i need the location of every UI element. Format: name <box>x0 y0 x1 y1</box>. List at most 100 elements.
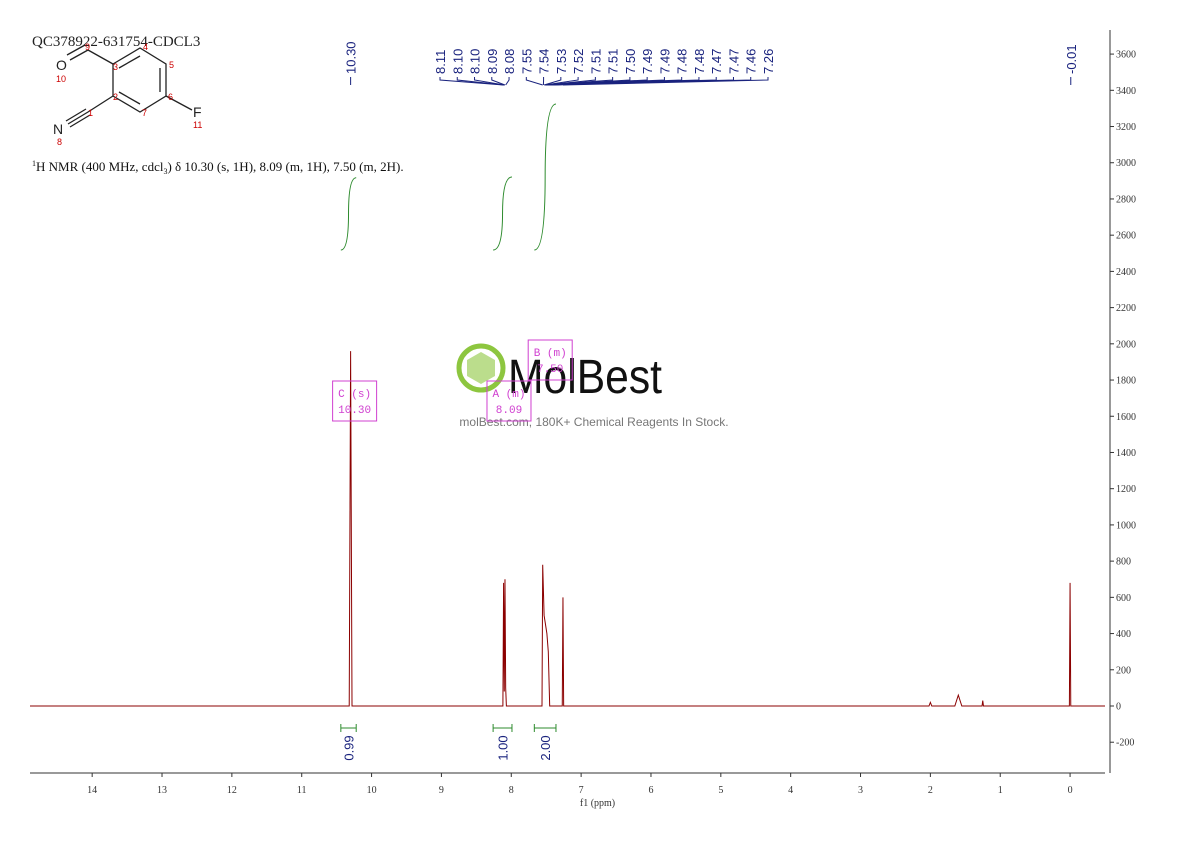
peak-label: -0.01 <box>1064 44 1079 74</box>
y-tick-label: 2200 <box>1116 303 1136 314</box>
atom-index: 11 <box>193 120 202 130</box>
peak-label: 10.30 <box>344 41 359 74</box>
plot: 14 13 12 11 10 9 8 7 6 5 4 3 2 1 0f1 (ppm)-20002004006… <box>30 30 1136 809</box>
nitrile-bond <box>65 95 114 128</box>
y-tick-label: 1600 <box>1116 412 1136 423</box>
peak-connector <box>474 77 505 86</box>
peak-connector <box>525 77 543 86</box>
peak-connector <box>543 77 562 86</box>
description-part: ) δ 10.30 (s, 1H), 8.09 (m, 1H), 7.50 (m… <box>167 159 403 174</box>
x-tick-label: 14 <box>87 785 97 796</box>
x-tick-label: 4 <box>788 785 793 796</box>
peak-label: 7.51 <box>588 49 603 74</box>
y-tick-label: -200 <box>1116 738 1134 749</box>
y-tick-label: 200 <box>1116 665 1131 676</box>
description: 1H NMR (400 MHz, cdcl3) δ 10.30 (s, 1H),… <box>32 159 404 176</box>
peak-connector <box>562 77 769 86</box>
multiplet-shift: 7.50 <box>537 364 563 376</box>
molecule <box>65 44 193 128</box>
x-tick-label: 6 <box>648 785 653 796</box>
peak-label: 7.55 <box>519 49 534 74</box>
y-tick-label: 600 <box>1116 593 1131 604</box>
y-tick-label: 1800 <box>1116 376 1136 387</box>
logo-hex <box>467 352 495 384</box>
peak-connector <box>456 77 505 86</box>
peak-label: 8.10 <box>450 49 465 74</box>
ring-double <box>118 55 161 105</box>
ring <box>112 47 167 113</box>
description-part: 3 <box>163 167 167 176</box>
peak-label: 7.50 <box>623 49 638 74</box>
peak-label: 7.48 <box>692 49 707 74</box>
peak-label: 7.48 <box>675 49 690 74</box>
peak-label: 8.10 <box>468 49 483 74</box>
integral-label: 0.99 <box>342 735 357 760</box>
y-tick-label: 1200 <box>1116 484 1136 495</box>
watermark: MolBest molBest.com, 180K+ Chemical Reag… <box>456 343 729 429</box>
x-tick-label: 10 <box>367 785 377 796</box>
x-tick-label: 0 <box>1068 785 1073 796</box>
chart-title: QC378922-631754-CDCL3 <box>32 34 200 50</box>
y-tick-label: 2800 <box>1116 194 1136 205</box>
atom-index: 10 <box>56 74 66 84</box>
x-tick-label: 9 <box>439 785 444 796</box>
peak-label: 7.49 <box>640 49 655 74</box>
fluoro-bond <box>165 95 193 111</box>
spectrum-line <box>30 351 1105 707</box>
x-tick-label: 7 <box>579 785 584 796</box>
multiplet-name: A (m) <box>492 389 525 401</box>
y-tick-label: 3600 <box>1116 50 1136 61</box>
multiplet-shift: 10.30 <box>338 405 371 417</box>
atom-index: 7 <box>142 108 147 118</box>
x-tick-label: 3 <box>858 785 863 796</box>
atom-index: 4 <box>143 42 148 52</box>
x-tick-label: 1 <box>998 785 1003 796</box>
integral-curve <box>534 103 557 251</box>
integral-bracket <box>533 724 557 732</box>
y-tick-label: 0 <box>1116 701 1121 712</box>
atom-index: 1 <box>88 108 93 118</box>
peak-label: 8.11 <box>433 50 448 74</box>
peak-label: 7.51 <box>606 49 621 74</box>
peak-label: 7.47 <box>726 49 741 74</box>
watermark-text: molBest.com, 180K+ Chemical Reagents In … <box>459 415 728 429</box>
atom-index: 8 <box>57 137 62 147</box>
description-part: 1 <box>32 159 36 168</box>
multiplet-name: C (s) <box>338 389 371 401</box>
peak-label: 7.46 <box>744 49 759 74</box>
atom-index: 3 <box>113 62 118 72</box>
peak-label: 7.52 <box>571 49 586 74</box>
peak-connector <box>439 77 504 86</box>
y-tick-label: 1400 <box>1116 448 1136 459</box>
logo-icon <box>456 343 506 393</box>
integral-label: 1.00 <box>496 735 511 760</box>
integral-label: 2.00 <box>538 735 553 760</box>
description-part: H NMR (400 MHz, cdcl <box>36 159 164 174</box>
y-tick-label: 3400 <box>1116 86 1136 97</box>
y-tick-label: 3200 <box>1116 122 1136 133</box>
peak-connector <box>544 77 579 86</box>
peak-label: 7.54 <box>537 49 552 74</box>
atom-index: 9 <box>85 42 90 52</box>
peak-label: 8.08 <box>502 49 517 74</box>
logo-text: MolBest <box>508 351 662 404</box>
multiplet-shift: 8.09 <box>496 405 522 417</box>
multiplet-box <box>527 339 573 381</box>
y-tick-label: 2400 <box>1116 267 1136 278</box>
multiplet-box <box>486 380 532 422</box>
peak-connector <box>491 77 506 86</box>
y-tick-label: 1000 <box>1116 520 1136 531</box>
multiplet-name: B (m) <box>534 348 567 360</box>
x-tick-label: 8 <box>509 785 514 796</box>
x-tick-label: 13 <box>157 785 167 796</box>
peak-connector <box>505 77 510 86</box>
integral-bracket <box>340 724 357 732</box>
y-tick-label: 400 <box>1116 629 1131 640</box>
x-tick-label: 2 <box>928 785 933 796</box>
integral-curve <box>493 176 513 251</box>
y-tick-label: 2600 <box>1116 231 1136 242</box>
atom: N <box>53 121 63 137</box>
multiplet-box <box>332 380 378 422</box>
peak-label: 7.26 <box>761 49 776 74</box>
